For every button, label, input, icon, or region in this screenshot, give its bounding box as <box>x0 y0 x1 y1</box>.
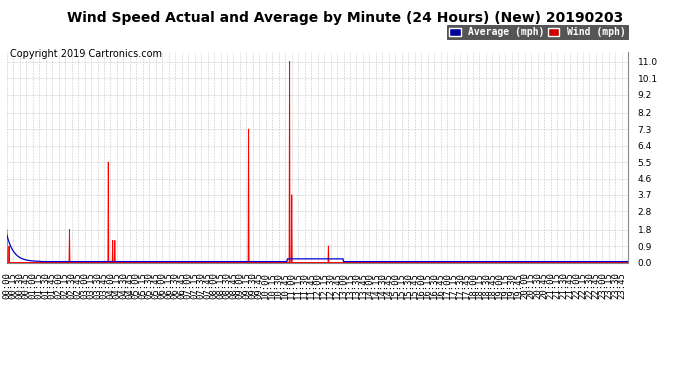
Legend: Average (mph), Wind (mph): Average (mph), Wind (mph) <box>447 25 628 39</box>
Text: Copyright 2019 Cartronics.com: Copyright 2019 Cartronics.com <box>10 49 162 59</box>
Text: Wind Speed Actual and Average by Minute (24 Hours) (New) 20190203: Wind Speed Actual and Average by Minute … <box>67 11 623 25</box>
